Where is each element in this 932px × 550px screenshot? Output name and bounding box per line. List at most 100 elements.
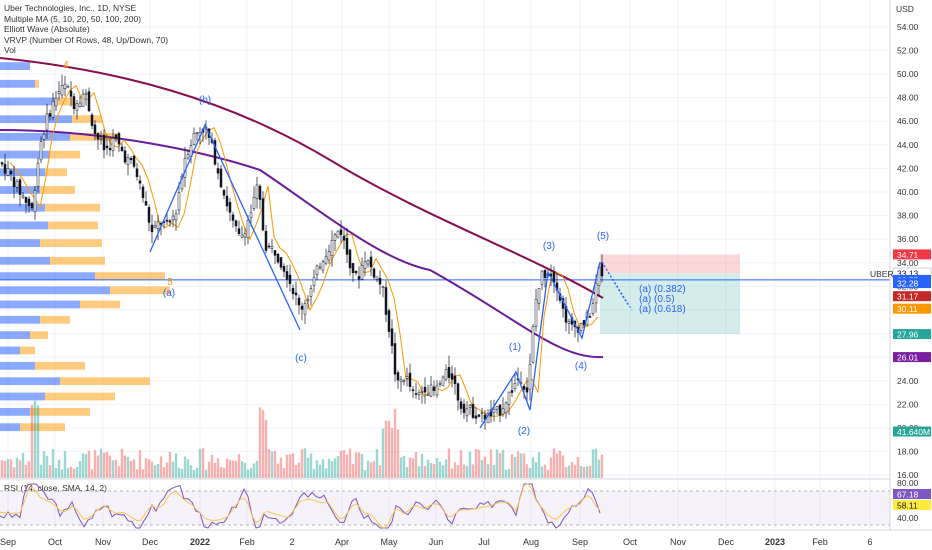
time-axis[interactable]: Sep Oct Nov Dec 2022 Feb 2 Apr May Jun Jul Aug Sep Oc… (0, 529, 932, 547)
wave-label: (4) (575, 361, 587, 372)
candle-body (501, 408, 505, 415)
volume-bar (498, 453, 502, 478)
time-tick: Feb (812, 537, 828, 547)
volume-bar (138, 450, 142, 478)
volume-bar (9, 459, 13, 478)
volume-bar (153, 465, 157, 478)
candle-body (312, 277, 316, 286)
candle-body (417, 392, 421, 396)
take-profit-zone (600, 273, 740, 335)
volume-bar (240, 461, 244, 478)
candle-body (123, 150, 127, 163)
price-badge (893, 291, 931, 302)
volume-bar (543, 464, 547, 478)
profile-down (50, 150, 80, 159)
price-tick: 24.00 (897, 376, 919, 386)
wave-label: (2) (518, 426, 530, 437)
rsi-line (0, 483, 601, 529)
volume-bar (0, 460, 4, 478)
candle-body (396, 372, 400, 381)
volume-bar (420, 453, 424, 478)
volume-bar (252, 463, 256, 478)
volume-bar (477, 449, 481, 478)
candle-body (591, 303, 595, 314)
candle-body (279, 257, 283, 268)
volume-bar (576, 456, 580, 478)
volume-bar (210, 455, 214, 478)
price-badge (893, 426, 931, 437)
candle-body (24, 197, 28, 203)
candle-body (354, 270, 358, 274)
candle-body (93, 124, 97, 134)
candle-body (267, 245, 271, 248)
volume-bar (399, 457, 403, 478)
volume-bar (315, 460, 319, 478)
candle-body (387, 310, 391, 332)
volume-bar (384, 420, 388, 478)
volume-bar (102, 452, 106, 478)
volume-bar (462, 464, 466, 478)
volume-bar (432, 463, 436, 478)
volume-bar (141, 469, 145, 478)
volume-bar (108, 455, 112, 478)
volume-bar (267, 449, 271, 478)
volume-bar (471, 464, 475, 478)
candle-body (357, 276, 361, 280)
profile-down (45, 392, 115, 401)
indicator-ma[interactable]: Multiple MA (5, 10, 20, 50, 100, 200) (4, 13, 142, 24)
volume-bar (312, 469, 316, 478)
volume-bar (231, 460, 235, 478)
stop-loss-zone (600, 254, 740, 274)
currency-label: USD (896, 4, 914, 14)
indicator-elliott[interactable]: Elliott Wave (Absolute) (4, 24, 90, 34)
volume-bar (120, 448, 124, 478)
volume-bar (198, 448, 202, 478)
symbol-title[interactable]: Uber Technologies, Inc., 1D, NYSE (4, 3, 137, 13)
volume-bar (480, 459, 484, 478)
price-tick: 42.00 (897, 163, 919, 173)
time-tick: Sep (572, 537, 588, 547)
candle-body (465, 408, 469, 417)
volume-bar (594, 448, 598, 478)
candle-body (579, 323, 583, 331)
price-axis[interactable]: USD 54.00 52.00 50.00 48.00 46.00 44.00 42.00 40… (870, 0, 932, 550)
volume-bar (222, 467, 226, 478)
candle-body (372, 268, 376, 278)
profile-down (80, 300, 120, 309)
profile-up (0, 377, 60, 386)
volume-bar (456, 465, 460, 478)
volume-bar (324, 468, 328, 478)
profile-up (0, 331, 30, 340)
indicator-vol[interactable]: Vol (4, 45, 16, 55)
candle-body (225, 195, 229, 207)
volume-bar (270, 451, 274, 478)
volume-bar (465, 465, 469, 478)
volume-bar (366, 460, 370, 478)
candle-body (90, 114, 94, 126)
volume-bar (261, 410, 265, 478)
candle-body (348, 249, 352, 269)
volume-bar (522, 453, 526, 478)
volume-bar (165, 462, 169, 478)
volume-bar (174, 453, 178, 478)
volume-bar (429, 463, 433, 478)
time-tick: 2 (289, 537, 294, 547)
volume-bar (411, 458, 415, 478)
candle-body (252, 197, 256, 209)
time-tick: 2023 (765, 537, 785, 547)
rsi-pane: RSI (14, close, SMA, 14, 2) (0, 478, 932, 529)
candle-body (60, 85, 64, 96)
candle-body (345, 237, 349, 255)
price-badge (893, 278, 931, 289)
candle-body (504, 402, 508, 413)
time-tick: Dec (718, 537, 735, 547)
candle-body (309, 288, 313, 297)
volume-bar (423, 466, 427, 478)
price-badge-text: 34.71 (897, 250, 919, 260)
volume-bar (213, 462, 217, 478)
indicator-vrvp[interactable]: VRVP (Number Of Rows, 48, Up/Down, 70) (4, 34, 169, 45)
candle-body (78, 102, 82, 107)
price-badge-text: 27.96 (897, 330, 919, 340)
volume-profile (0, 62, 170, 432)
